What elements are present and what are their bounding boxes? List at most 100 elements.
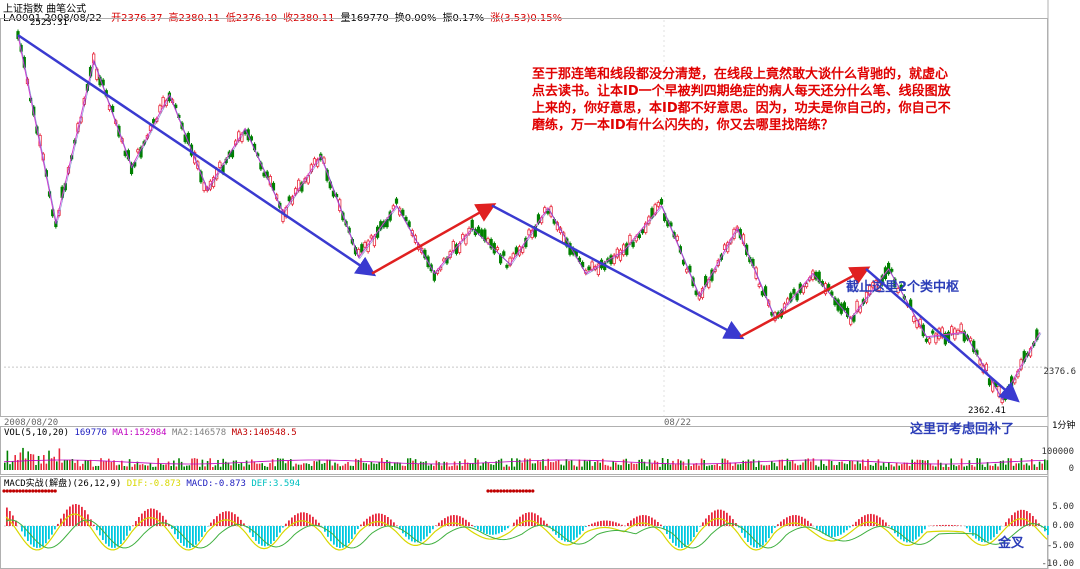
vol-bar [95,465,97,470]
vol-bar [797,465,799,470]
macd-signal-dot [53,489,57,493]
vol-bar [513,466,516,470]
vol-bar [316,461,318,470]
macd-bar [792,515,794,526]
vol-bar [175,466,178,470]
vol-bar [901,464,903,470]
candle-body [596,263,600,275]
vol-bar [667,458,669,470]
macd-bar [1026,511,1028,526]
macd-bar [468,522,470,526]
macd-bar [582,526,584,531]
macd-bar [906,526,908,543]
macd-bar [852,524,854,526]
macd-signal-dot [5,489,9,493]
vol-bar [711,464,713,470]
vol-bar [836,465,838,470]
vol-bar [479,465,482,470]
vol-bar [308,464,310,470]
candle-body [508,257,512,266]
macd-bar [36,526,38,548]
vol-bar [219,466,222,470]
vol-bar [84,460,87,470]
macd-bar [618,523,620,526]
vol-bar [994,463,997,470]
vol-bar [1023,464,1025,470]
vol-bar [999,460,1002,470]
vol-bar [128,459,131,470]
macd-bar [780,521,782,526]
candle-body [991,380,995,392]
macd-signal-dot [508,489,512,493]
macd-bar [615,522,617,526]
macd-bar [270,526,272,544]
vol-bar [830,461,833,470]
vol-bar [477,459,479,470]
macd-bar [828,526,830,537]
vol-bar [703,460,705,470]
macd-bar [96,526,98,531]
vol-bar [89,459,92,470]
vol-bar [118,464,120,470]
vol-bar [9,464,11,470]
macd-bar [711,512,713,526]
vol-bar [329,459,331,470]
macd-bar [480,526,482,532]
macd-bar [729,515,731,526]
macd-signal-dot [50,489,54,493]
macd-bar [999,526,1001,531]
macd-bar [918,526,920,537]
macd-bar [1011,515,1013,526]
macd-bar [432,526,434,530]
vol-bar [102,461,105,470]
macd-bar [609,520,611,526]
vol-bar [448,466,451,470]
vol-bar [716,463,718,470]
vol-bar [287,461,289,470]
macd-bar [204,526,206,532]
vol-bar [24,458,27,470]
macd-bar [894,526,896,534]
macd-bar [639,515,641,526]
macd-bar [69,506,71,526]
vol-bar [838,462,841,470]
low-label: 2362.41 [968,406,1006,416]
macd-bar [774,526,776,528]
candle-body [931,330,935,334]
macd-bar [765,526,767,543]
macd-bar [675,526,677,546]
vol-bar [92,466,94,470]
macd-bar [657,522,659,526]
candle-body [470,219,474,230]
vol-bar [152,466,154,470]
macd-bar [684,526,686,548]
vol-bar [596,460,599,470]
vol-bar [620,465,622,470]
vol-bar [277,458,279,470]
macd-bar [957,525,959,526]
macd-signal-dot [34,489,38,493]
vol-bar [232,460,235,470]
macd-signal-dot [8,489,12,493]
macd-signal-dot [515,489,519,493]
vol-bar [617,464,620,470]
macd-bar [42,526,44,547]
vol-bar [204,466,206,470]
macd-bar [540,517,542,526]
vol-bar [776,466,778,470]
vol-bar [651,463,653,470]
vol-bar [373,463,375,470]
vol-bar [279,458,282,470]
vol-bar [979,458,981,470]
vol-bar [851,460,854,470]
vol-bar [560,464,562,470]
vol-bar [583,460,586,470]
macd-bar [378,513,380,526]
vol-bar [505,464,508,470]
vol-bar [706,466,708,470]
vol-bar [251,459,253,470]
vol-bar [108,458,110,470]
vol-bar [126,466,128,470]
macd-signal-dot [486,489,490,493]
